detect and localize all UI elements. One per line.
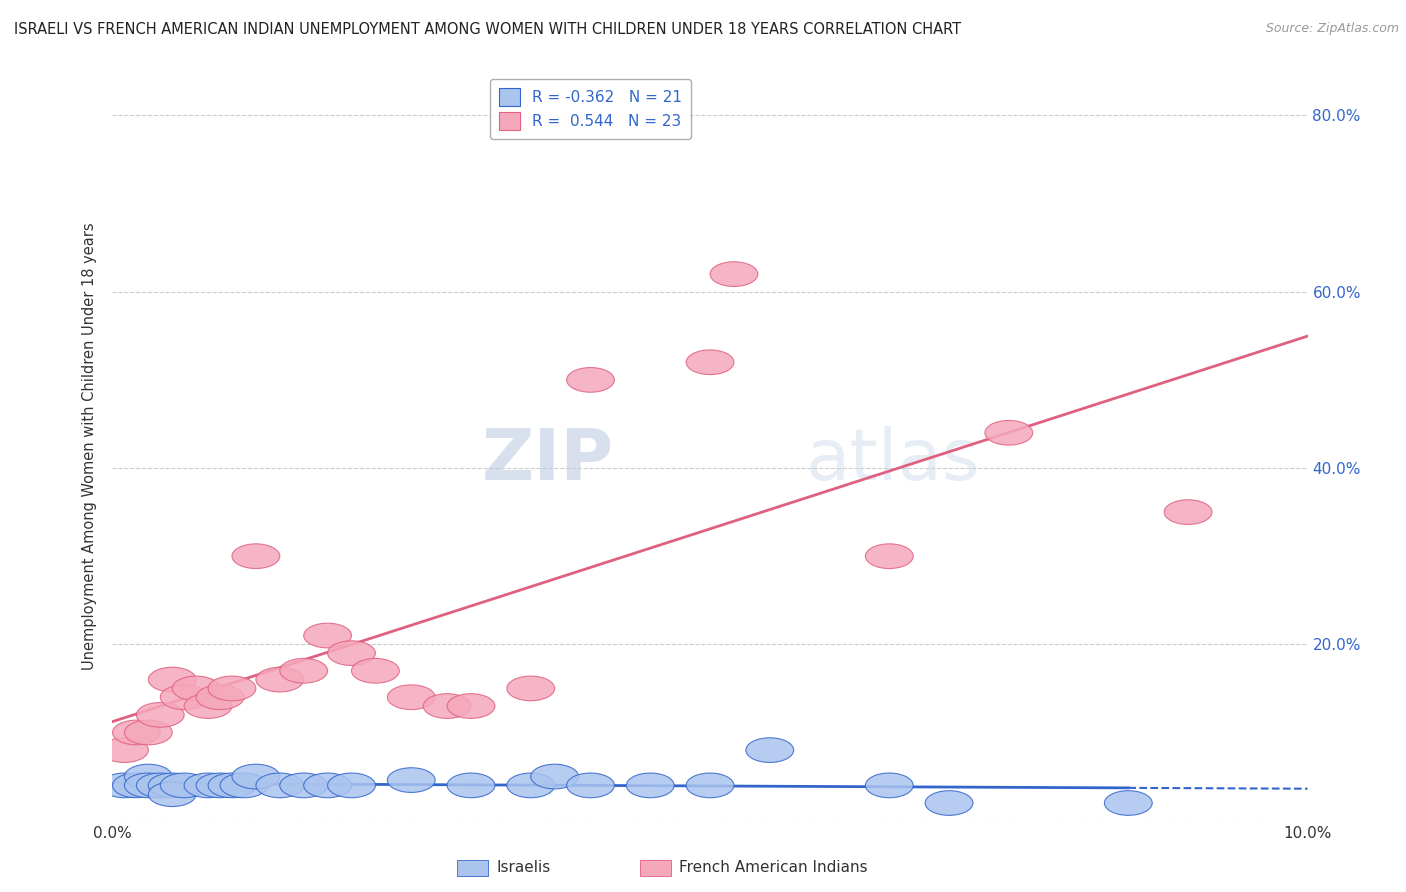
Ellipse shape: [256, 773, 304, 797]
Text: Source: ZipAtlas.com: Source: ZipAtlas.com: [1265, 22, 1399, 36]
Ellipse shape: [125, 764, 173, 789]
Ellipse shape: [208, 676, 256, 701]
Ellipse shape: [388, 768, 436, 792]
Ellipse shape: [866, 773, 914, 797]
Ellipse shape: [304, 773, 352, 797]
Ellipse shape: [1105, 790, 1153, 815]
Text: ZIP: ZIP: [482, 426, 614, 495]
Ellipse shape: [232, 764, 280, 789]
Ellipse shape: [925, 790, 973, 815]
Legend: R = -0.362   N = 21, R =  0.544   N = 23: R = -0.362 N = 21, R = 0.544 N = 23: [489, 79, 692, 139]
Text: ISRAELI VS FRENCH AMERICAN INDIAN UNEMPLOYMENT AMONG WOMEN WITH CHILDREN UNDER 1: ISRAELI VS FRENCH AMERICAN INDIAN UNEMPL…: [14, 22, 962, 37]
Ellipse shape: [197, 773, 245, 797]
Ellipse shape: [328, 773, 375, 797]
Ellipse shape: [160, 773, 208, 797]
Ellipse shape: [388, 685, 436, 709]
Ellipse shape: [197, 685, 245, 709]
Ellipse shape: [221, 773, 269, 797]
Ellipse shape: [567, 368, 614, 392]
Text: atlas: atlas: [806, 426, 980, 495]
Ellipse shape: [184, 694, 232, 718]
Ellipse shape: [986, 420, 1033, 445]
Text: French American Indians: French American Indians: [679, 861, 868, 875]
Ellipse shape: [447, 773, 495, 797]
Ellipse shape: [508, 676, 555, 701]
Ellipse shape: [136, 703, 184, 727]
Ellipse shape: [184, 773, 232, 797]
Ellipse shape: [710, 261, 758, 286]
Ellipse shape: [101, 773, 149, 797]
Ellipse shape: [172, 676, 221, 701]
Ellipse shape: [125, 773, 173, 797]
Ellipse shape: [148, 667, 197, 692]
Ellipse shape: [423, 694, 471, 718]
Ellipse shape: [686, 350, 734, 375]
Ellipse shape: [280, 773, 328, 797]
Ellipse shape: [508, 773, 555, 797]
Ellipse shape: [328, 640, 375, 665]
Ellipse shape: [627, 773, 675, 797]
Ellipse shape: [148, 773, 197, 797]
Ellipse shape: [125, 720, 173, 745]
Ellipse shape: [112, 720, 160, 745]
Ellipse shape: [530, 764, 579, 789]
Ellipse shape: [304, 624, 352, 648]
Ellipse shape: [256, 667, 304, 692]
Ellipse shape: [148, 782, 197, 806]
Ellipse shape: [352, 658, 399, 683]
Y-axis label: Unemployment Among Women with Children Under 18 years: Unemployment Among Women with Children U…: [82, 222, 97, 670]
Ellipse shape: [136, 773, 184, 797]
Ellipse shape: [101, 738, 149, 763]
Ellipse shape: [567, 773, 614, 797]
Ellipse shape: [866, 544, 914, 568]
Ellipse shape: [112, 773, 160, 797]
Ellipse shape: [208, 773, 256, 797]
Ellipse shape: [1164, 500, 1212, 524]
Ellipse shape: [686, 773, 734, 797]
Ellipse shape: [280, 658, 328, 683]
Ellipse shape: [232, 544, 280, 568]
Ellipse shape: [745, 738, 794, 763]
Ellipse shape: [160, 685, 208, 709]
Ellipse shape: [447, 694, 495, 718]
Text: Israelis: Israelis: [496, 861, 551, 875]
